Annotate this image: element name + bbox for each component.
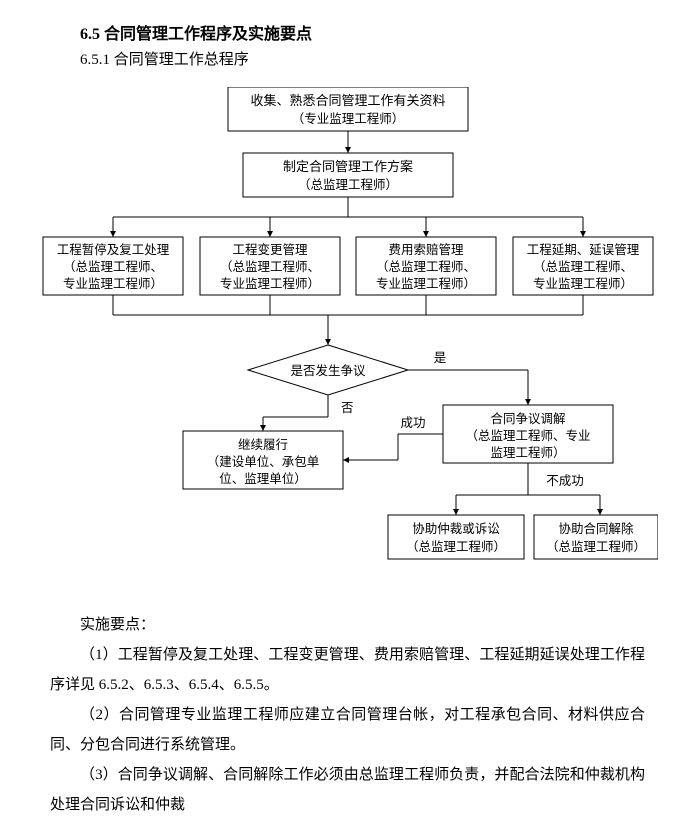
heading-6-5-1: 6.5.1 合同管理工作总程序	[80, 48, 665, 69]
label-fail: 不成功	[546, 474, 584, 488]
svg-text:（总监理工程师、专业: （总监理工程师、专业	[465, 428, 590, 443]
decision-dispute: 是否发生争议	[248, 345, 408, 395]
svg-text:（总监理工程师）: （总监理工程师）	[405, 539, 505, 554]
svg-text:（建设单位、承包单: （建设单位、承包单	[206, 454, 319, 469]
node-delay-mgmt: 工程延期、延误管理 （总监理工程师、 专业监理工程师）	[513, 237, 653, 295]
node-collect-materials: 收集、熟悉合同管理工作有关资料 （专业监理工程师）	[228, 87, 468, 131]
svg-text:（总监理工程师、: （总监理工程师、	[375, 259, 475, 274]
node-assist-termination: 协助合同解除 （总监理工程师）	[534, 515, 658, 559]
lead-text: 实施要点：	[50, 610, 645, 640]
point-2: （2）合同管理专业监理工程师应建立合同管理台帐，对工程承包合同、材料供应合同、分…	[50, 700, 645, 760]
label-yes: 是	[433, 351, 446, 365]
node-dispute-mediation: 合同争议调解 （总监理工程师、专业 监理工程师）	[443, 405, 613, 463]
svg-text:监理工程师）: 监理工程师）	[490, 445, 565, 460]
node-change-mgmt: 工程变更管理 （总监理工程师、 专业监理工程师）	[200, 237, 340, 295]
implementation-points: 实施要点： （1）工程暂停及复工处理、工程变更管理、费用索赔管理、工程延期延误处…	[50, 610, 645, 820]
svg-text:（专业监理工程师）: （专业监理工程师）	[291, 111, 404, 126]
svg-text:（总监理工程师、: （总监理工程师、	[532, 259, 632, 274]
node-continue-perform: 继续履行 （建设单位、承包单 位、监理单位）	[183, 431, 343, 489]
node-assist-arbitration: 协助仲裁或诉讼 （总监理工程师）	[388, 515, 524, 559]
node-suspend-resume: 工程暂停及复工处理 （总监理工程师、 专业监理工程师）	[43, 237, 183, 295]
label-no: 否	[341, 401, 354, 415]
point-3: （3）合同争议调解、合同解除工作必须由总监理工程师负责，并配合法院和仲裁机构处理…	[50, 760, 645, 820]
svg-text:是否发生争议: 是否发生争议	[290, 363, 366, 378]
svg-text:制定合同管理工作方案: 制定合同管理工作方案	[282, 159, 412, 174]
svg-text:合同争议调解: 合同争议调解	[490, 411, 565, 426]
svg-text:协助仲裁或诉讼: 协助仲裁或诉讼	[412, 521, 500, 536]
svg-text:专业监理工程师）: 专业监理工程师）	[532, 276, 632, 291]
svg-text:（总监理工程师、: （总监理工程师、	[219, 259, 319, 274]
svg-text:专业监理工程师）: 专业监理工程师）	[62, 276, 162, 291]
heading-6-5: 6.5 合同管理工作程序及实施要点	[80, 20, 665, 44]
svg-text:专业监理工程师）: 专业监理工程师）	[375, 276, 475, 291]
svg-text:费用索赔管理: 费用索赔管理	[388, 242, 464, 257]
svg-text:工程暂停及复工处理: 工程暂停及复工处理	[56, 242, 169, 257]
svg-text:收集、熟悉合同管理工作有关资料: 收集、熟悉合同管理工作有关资料	[250, 93, 445, 108]
node-claim-mgmt: 费用索赔管理 （总监理工程师、 专业监理工程师）	[356, 237, 496, 295]
point-1: （1）工程暂停及复工处理、工程变更管理、费用索赔管理、工程延期延误处理工作程序详…	[50, 640, 645, 700]
label-success: 成功	[400, 416, 425, 430]
svg-text:协助合同解除: 协助合同解除	[558, 521, 634, 536]
svg-text:（总监理工程师、: （总监理工程师、	[62, 259, 162, 274]
svg-text:工程变更管理: 工程变更管理	[232, 242, 308, 257]
svg-text:继续履行: 继续履行	[237, 438, 287, 452]
svg-text:（总监理工程师）: （总监理工程师）	[545, 539, 645, 554]
svg-text:（总监理工程师）: （总监理工程师）	[297, 177, 397, 192]
node-formulate-plan: 制定合同管理工作方案 （总监理工程师）	[243, 153, 453, 197]
svg-text:工程延期、延误管理: 工程延期、延误管理	[526, 242, 639, 257]
flowchart-contract-management: 收集、熟悉合同管理工作有关资料 （专业监理工程师） 制定合同管理工作方案 （总监…	[38, 87, 658, 592]
svg-text:专业监理工程师）: 专业监理工程师）	[219, 276, 319, 291]
svg-text:位、监理单位）: 位、监理单位）	[219, 471, 307, 486]
